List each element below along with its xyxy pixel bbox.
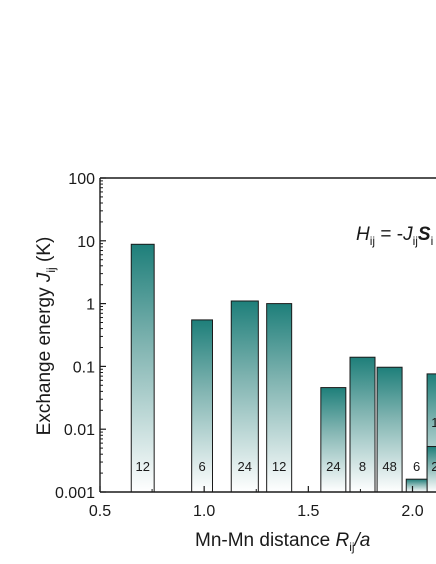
bar — [426, 446, 436, 492]
bar — [349, 356, 376, 492]
y-tick-label: 0.01 — [64, 422, 95, 439]
x-tick-label: 2.0 — [401, 503, 423, 520]
ticks-layer: 0.001 0.01 0.1 1 10 100 0.5 1.0 1.5 2.0 — [55, 171, 424, 520]
y-tick-label: 100 — [68, 171, 95, 188]
bar — [266, 303, 293, 492]
y-tick-label: 0.001 — [55, 485, 95, 502]
bar-count-label: 12 — [135, 459, 149, 474]
bar-count-label: 6 — [413, 459, 420, 474]
axes-layer — [99, 177, 436, 493]
bar — [130, 243, 155, 492]
x-tick-label: 1.5 — [297, 503, 319, 520]
bar — [426, 373, 436, 492]
bar-count-label: 6 — [198, 459, 205, 474]
hamiltonian-annotation: Hij = -JijSi — [356, 224, 433, 248]
y-tick-label: 1 — [86, 297, 95, 314]
y-axis-title: Exchange energy Jij (K) — [34, 237, 58, 436]
bars-layer: 1262412248486241224 — [130, 243, 436, 492]
bar — [320, 387, 347, 492]
bar-count-label: 48 — [382, 459, 396, 474]
bar-count-label: 8 — [359, 459, 366, 474]
y-tick-label: 0.1 — [73, 359, 95, 376]
bar-count-label: 24 — [326, 459, 340, 474]
bar-count-label: 12 — [272, 459, 286, 474]
bar-count-label: 12 — [431, 415, 436, 430]
bar-count-label: 24 — [238, 459, 252, 474]
x-axis-title: Mn-Mn distance Rij/a — [195, 530, 370, 554]
x-tick-label: 1.0 — [193, 503, 215, 520]
x-tick-label: 0.5 — [89, 503, 111, 520]
bar — [230, 300, 259, 492]
bar-count-label: 24 — [431, 459, 436, 474]
bar — [405, 478, 428, 492]
y-tick-label: 10 — [77, 234, 95, 251]
bar — [376, 366, 403, 492]
